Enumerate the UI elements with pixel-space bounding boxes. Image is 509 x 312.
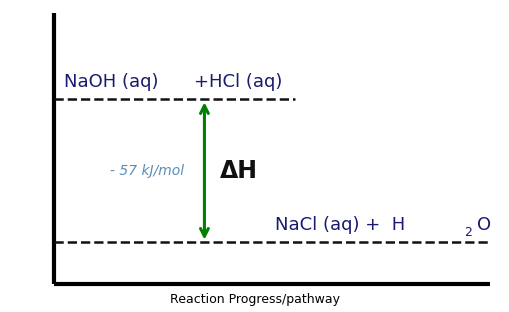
- Text: +HCl (aq): +HCl (aq): [194, 73, 283, 90]
- Text: NaCl (aq) +  H: NaCl (aq) + H: [274, 216, 405, 233]
- Text: 2: 2: [464, 227, 472, 240]
- Text: NaOH (aq): NaOH (aq): [64, 73, 159, 90]
- Text: O: O: [477, 216, 491, 233]
- Text: ΔH: ΔH: [219, 159, 258, 183]
- Text: Reaction Progress/pathway: Reaction Progress/pathway: [169, 293, 340, 306]
- Text: - 57 kJ/mol: - 57 kJ/mol: [110, 164, 184, 178]
